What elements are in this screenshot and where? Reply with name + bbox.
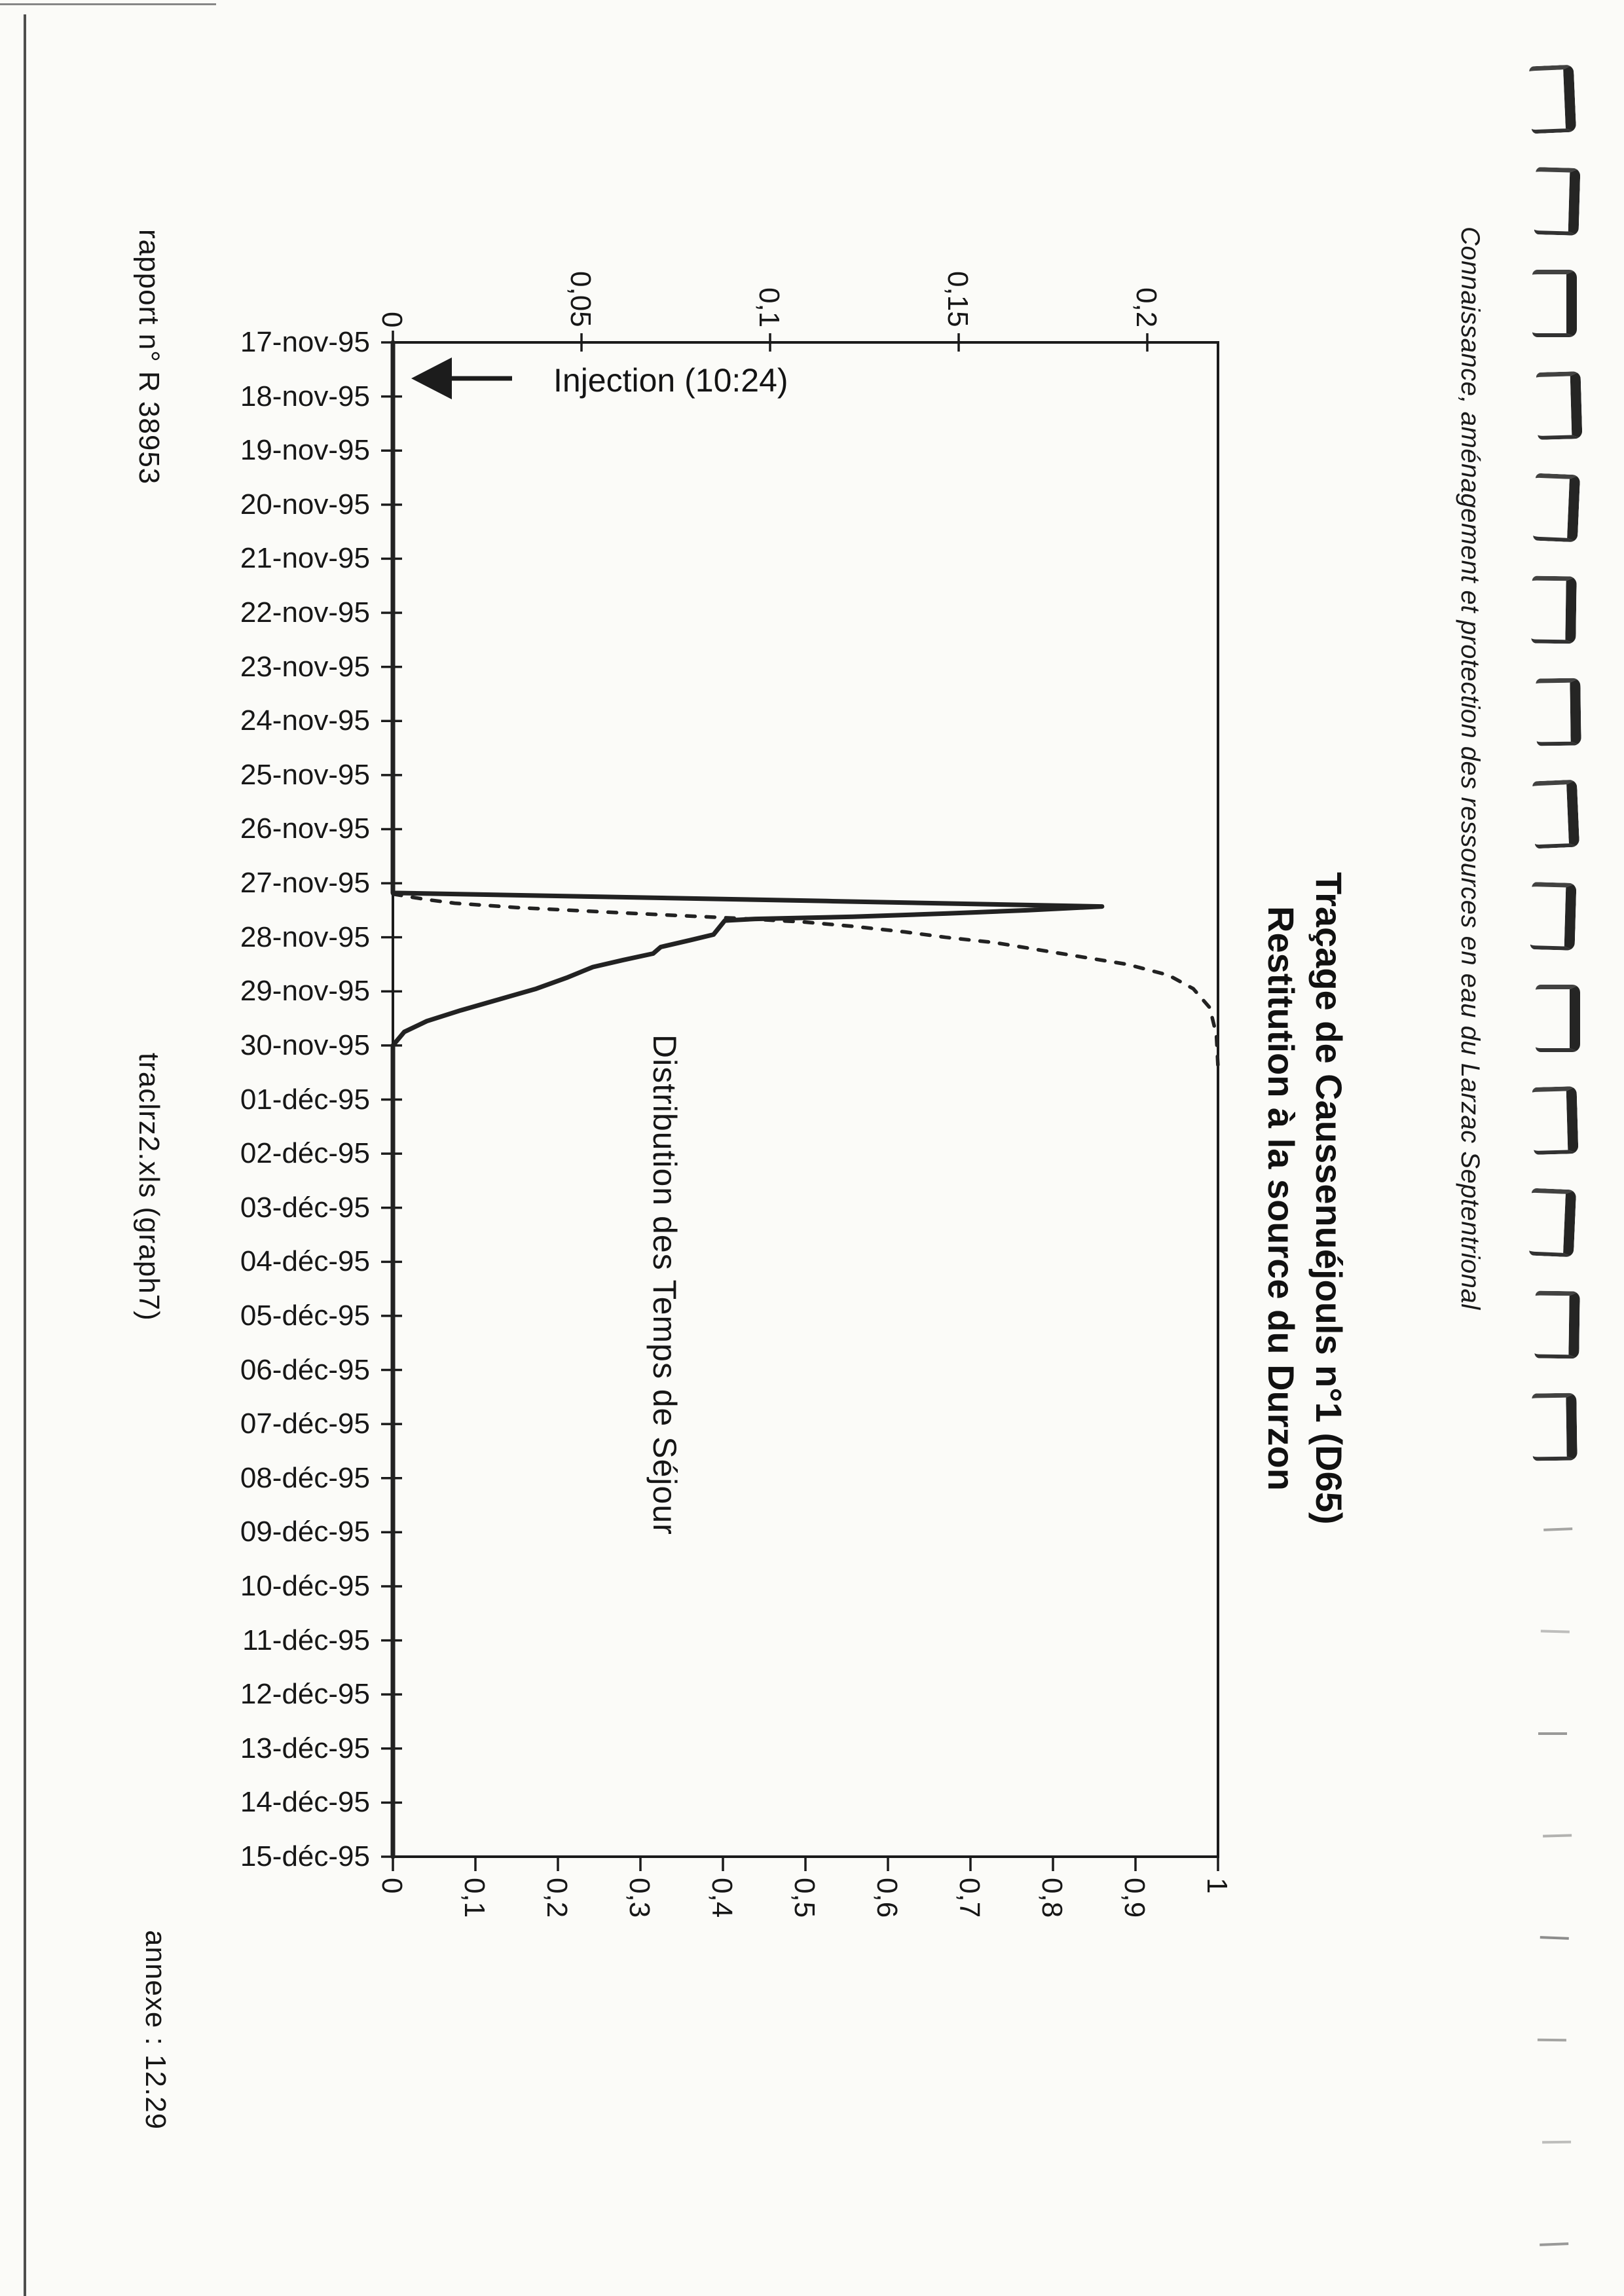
concentration-tick-label: 0,05 bbox=[564, 271, 597, 327]
binder-hole-mark bbox=[1543, 1521, 1573, 1531]
date-tick-label: 07-déc-95 bbox=[240, 1408, 370, 1440]
date-tick-label: 06-déc-95 bbox=[240, 1353, 370, 1386]
date-tick-label: 28-nov-95 bbox=[240, 920, 370, 953]
chart-title-block: Traçage de Caussenuéjouls n°1 (D65) Rest… bbox=[1254, 871, 1352, 1525]
margin-report-number: rapport n° R 38953 bbox=[133, 229, 165, 485]
binder-hole-mark bbox=[1536, 985, 1580, 1052]
binder-hole-mark bbox=[1540, 1623, 1570, 1633]
date-tick-label: 24-nov-95 bbox=[240, 704, 370, 737]
cumulative-tick-label: 0,6 bbox=[871, 1878, 903, 1918]
binder-hole-mark bbox=[1534, 1290, 1580, 1359]
concentration-tick-label: 0,2 bbox=[1130, 287, 1162, 327]
curve-label-distribution-temps-sejour: Distribution des Temps de Séjour bbox=[646, 1034, 683, 1535]
binder-hole-mark bbox=[1530, 882, 1577, 951]
margin-file-name: traclrz2.xls (graph7) bbox=[133, 1053, 165, 1321]
binder-hole-mark bbox=[1532, 270, 1577, 337]
binder-hole-mark bbox=[1532, 473, 1581, 543]
cumulative-tick-label: 0,3 bbox=[623, 1878, 655, 1918]
cumulative-tick-label: 0,5 bbox=[788, 1878, 821, 1918]
date-tick-label: 09-déc-95 bbox=[240, 1516, 370, 1548]
binder-hole-mark bbox=[1528, 64, 1577, 134]
plot-frame bbox=[392, 341, 1219, 1858]
binder-hole-mark bbox=[1532, 779, 1580, 849]
scan-edge-line-left bbox=[24, 14, 26, 2296]
cumulative-tick-label: 0,8 bbox=[1036, 1878, 1068, 1918]
binder-hole-mark bbox=[1539, 2236, 1569, 2246]
cumulative-tick-label: 0,4 bbox=[706, 1878, 738, 1918]
injection-arrowhead-icon bbox=[411, 357, 452, 399]
binder-hole-mark bbox=[1538, 1726, 1567, 1735]
curve-restitution-concentration bbox=[390, 340, 1105, 1859]
binder-hole-mark bbox=[1532, 1086, 1579, 1155]
date-tick-label: 13-déc-95 bbox=[240, 1732, 370, 1764]
date-tick-label: 05-déc-95 bbox=[240, 1299, 370, 1332]
date-tick-label: 17-nov-95 bbox=[240, 326, 370, 358]
date-tick-label: 27-nov-95 bbox=[240, 867, 370, 900]
concentration-tick-label: 0 bbox=[376, 311, 408, 327]
binder-hole-mark bbox=[1540, 1929, 1570, 1940]
binder-hole-mark bbox=[1531, 575, 1577, 644]
date-tick-label: 30-nov-95 bbox=[240, 1029, 370, 1061]
date-tick-label: 26-nov-95 bbox=[240, 812, 370, 845]
date-tick-label: 22-nov-95 bbox=[240, 596, 370, 629]
chart-subtitle: Restitution à la source du Durzon bbox=[1261, 905, 1302, 1491]
cumulative-tick-label: 0,1 bbox=[458, 1878, 490, 1918]
concentration-tick-label: 0,15 bbox=[942, 271, 974, 327]
date-tick-label: 08-déc-95 bbox=[240, 1461, 370, 1494]
date-tick-label: 12-déc-95 bbox=[240, 1678, 370, 1711]
date-tick-label: 11-déc-95 bbox=[242, 1624, 370, 1656]
cumulative-tick-label: 0 bbox=[376, 1878, 408, 1894]
binder-hole-mark bbox=[1536, 371, 1583, 440]
axis-ticks bbox=[381, 331, 1219, 1871]
date-tick-label: 20-nov-95 bbox=[240, 488, 370, 520]
date-tick-label: 14-déc-95 bbox=[240, 1786, 370, 1819]
margin-annex-number: annexe : 12.29 bbox=[139, 1930, 172, 2130]
binder-hole-mark bbox=[1528, 1188, 1577, 1258]
margin-report-title: Connaissance, aménagement et protection … bbox=[1456, 227, 1485, 1310]
date-tick-label: 03-déc-95 bbox=[240, 1191, 370, 1224]
cumulative-tick-label: 0,7 bbox=[953, 1878, 986, 1918]
curve-distribution-temps-sejour-cumulee bbox=[391, 892, 1220, 1069]
date-tick-label: 19-nov-95 bbox=[240, 434, 370, 467]
date-tick-label: 18-nov-95 bbox=[240, 380, 370, 412]
date-tick-label: 10-déc-95 bbox=[240, 1569, 370, 1602]
injection-annotation: Injection (10:24) bbox=[553, 362, 788, 399]
injection-arrow bbox=[411, 357, 512, 399]
cumulative-tick-label: 0,2 bbox=[541, 1878, 573, 1918]
data-curves bbox=[390, 340, 1220, 1859]
date-tick-label: 04-déc-95 bbox=[240, 1245, 370, 1278]
binder-hole-mark bbox=[1534, 167, 1581, 236]
date-tick-label: 21-nov-95 bbox=[240, 542, 370, 575]
date-tick-label: 25-nov-95 bbox=[240, 758, 370, 791]
date-tick-label: 29-nov-95 bbox=[240, 975, 370, 1008]
chart-title: Traçage de Caussenuéjouls n°1 (D65) bbox=[1308, 871, 1350, 1525]
binder-hole-mark bbox=[1537, 2032, 1567, 2042]
date-tick-label: 15-déc-95 bbox=[240, 1840, 370, 1872]
cumulative-tick-label: 1 bbox=[1201, 1878, 1233, 1894]
binder-hole-mark bbox=[1536, 678, 1581, 746]
date-tick-label: 23-nov-95 bbox=[240, 650, 370, 683]
binder-hole-mark bbox=[1542, 1827, 1572, 1838]
scan-edge-line-top bbox=[0, 3, 216, 5]
binder-hole-mark bbox=[1541, 2134, 1572, 2144]
cumulative-tick-label: 0,9 bbox=[1118, 1878, 1151, 1918]
date-tick-label: 01-déc-95 bbox=[240, 1083, 370, 1116]
binder-hole-mark bbox=[1532, 1393, 1578, 1461]
date-tick-label: 02-déc-95 bbox=[240, 1137, 370, 1170]
concentration-tick-label: 0,1 bbox=[753, 287, 785, 327]
